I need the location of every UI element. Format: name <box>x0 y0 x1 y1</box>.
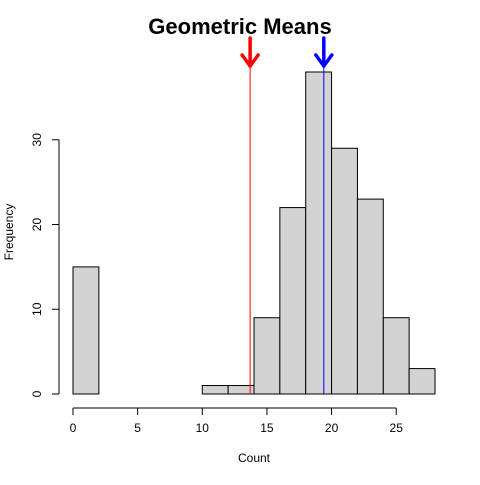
x-tick-label: 25 <box>390 421 404 435</box>
x-tick-label: 10 <box>196 421 210 435</box>
x-tick-label: 15 <box>260 421 274 435</box>
y-tick-label: 0 <box>30 390 44 397</box>
reference-lines-layer <box>240 36 334 394</box>
y-tick-label: 30 <box>30 133 44 147</box>
histogram-bar <box>253 317 281 395</box>
histogram-bar <box>382 317 410 395</box>
y-axis: 0 10 20 30 <box>30 133 60 397</box>
reference-arrow-head <box>240 53 260 68</box>
bars-layer <box>72 71 436 395</box>
x-axis: 0 5 10 15 20 25 <box>70 407 404 435</box>
histogram-bar <box>305 71 333 395</box>
reference-arrow-head <box>314 53 334 68</box>
y-tick-label: 20 <box>30 218 44 232</box>
x-tick-label: 5 <box>134 421 141 435</box>
histogram-bar <box>72 266 100 395</box>
histogram-bar <box>279 207 307 395</box>
x-tick-label: 20 <box>325 421 339 435</box>
x-axis-label: Count <box>238 451 271 465</box>
histogram-bar <box>356 198 384 395</box>
x-tick-label: 0 <box>70 421 77 435</box>
chart-title: Geometric Means <box>148 14 332 39</box>
histogram-bar <box>331 147 358 395</box>
y-axis-label: Frequency <box>2 204 16 261</box>
histogram-bar <box>201 385 229 395</box>
histogram-bar <box>408 368 436 395</box>
y-tick-label: 10 <box>30 302 44 316</box>
